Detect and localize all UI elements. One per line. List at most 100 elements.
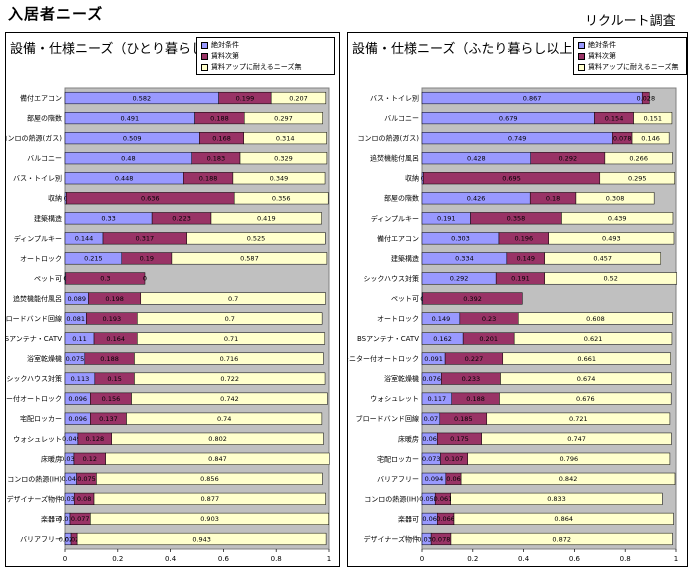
- legend-swatch: [201, 42, 208, 49]
- data-label: 0.308: [606, 195, 625, 203]
- data-label: 0.587: [240, 255, 259, 263]
- legend: 絶対条件 賃料次第 賃料アップに耐えるニーズ無: [573, 37, 687, 75]
- data-label: 0.356: [272, 195, 291, 203]
- data-label: 0.154: [605, 114, 624, 122]
- category-label: バス・トイレ別: [370, 94, 419, 103]
- data-label: 0.802: [208, 435, 227, 443]
- category-label: 浴室乾燥機: [384, 374, 419, 383]
- source-label: リクルート調査: [585, 14, 676, 29]
- category-label: 楽器可: [41, 514, 62, 523]
- x-tick-label: 0.2: [467, 555, 478, 563]
- category-label: TVモニター付オートロック: [6, 394, 62, 403]
- category-label: BSアンテナ・CATV: [6, 335, 62, 343]
- data-label: 0.856: [200, 475, 219, 483]
- chart-title: 設備・仕様ニーズ（ひとり暮らし）: [10, 42, 217, 57]
- category-label: コンロの熱源(IH): [7, 474, 62, 483]
- x-tick-label: 0: [420, 555, 424, 563]
- category-label: 収納: [48, 194, 62, 203]
- legend-label: 賃料アップに耐えるニーズ無: [588, 63, 679, 71]
- bar-segment: [243, 132, 327, 145]
- legend-label: 賃料次第: [588, 52, 616, 60]
- data-label: 0.722: [220, 375, 239, 383]
- category-label: デザイナーズ物件: [6, 494, 62, 503]
- bar-segment: [544, 272, 678, 285]
- data-label: 0.676: [576, 395, 595, 403]
- category-label: 床暖房: [41, 454, 62, 463]
- category-label: ペット可: [391, 295, 419, 303]
- data-label: 0.943: [192, 535, 211, 543]
- bar-segment: [453, 512, 674, 525]
- data-label: 0.903: [200, 515, 219, 523]
- data-label: 0.073: [422, 455, 441, 463]
- data-label: 0.18: [546, 195, 560, 203]
- data-label: 0.266: [629, 154, 648, 162]
- category-label: TVモニター付オートロック: [348, 354, 419, 363]
- category-label: ブロードバンド回線: [6, 314, 62, 323]
- bar-segment: [575, 192, 655, 205]
- category-label: バス・トイレ別: [13, 174, 62, 183]
- data-label: 0.71: [224, 335, 238, 343]
- x-tick-label: 0.6: [569, 555, 581, 563]
- data-label: 0.439: [608, 215, 627, 223]
- category-label: 浴室乾燥機: [27, 354, 62, 363]
- bar-segment: [76, 532, 327, 546]
- data-label: 0.19: [140, 255, 154, 263]
- bar-segment: [513, 332, 673, 345]
- legend-swatch: [578, 42, 585, 49]
- data-label: 0.329: [274, 154, 293, 162]
- data-label: 0.199: [236, 94, 255, 102]
- data-label: 0.117: [428, 395, 447, 403]
- legend-swatch: [201, 64, 208, 71]
- data-label: 0.721: [569, 415, 588, 423]
- data-label: 0.747: [567, 435, 586, 443]
- data-label: 0.081: [66, 315, 85, 323]
- data-label: 0.864: [554, 515, 573, 523]
- data-label: 0.066: [436, 515, 455, 523]
- data-label: 0.292: [558, 154, 577, 162]
- data-label: 0.223: [172, 215, 191, 223]
- bar-segment: [65, 272, 146, 285]
- data-label: 0.33: [101, 215, 115, 223]
- data-label: 0.215: [84, 255, 103, 263]
- bar-segment: [126, 412, 323, 425]
- x-tick-label: 1: [674, 555, 678, 563]
- data-label: 0.314: [276, 134, 295, 142]
- data-label: 0.08: [77, 495, 91, 503]
- chart-title: 設備・仕様ニーズ（ふたり暮らし以上）: [352, 42, 586, 57]
- data-label: 0.089: [67, 295, 86, 303]
- data-label: 0.334: [455, 255, 474, 263]
- category-label: 追焚機能付風呂: [13, 294, 62, 303]
- bar-chart-couple: バス・トイレ別 0.867 0.028 バルコニー 0.679 0.154 0.151 コンロ…: [348, 87, 678, 563]
- data-label: 0.233: [462, 375, 481, 383]
- data-label: 0.185: [454, 415, 473, 423]
- x-tick-label: 0.8: [271, 555, 282, 563]
- bar-segment: [93, 492, 326, 505]
- bar-segment: [633, 112, 673, 125]
- data-label: 0.06: [446, 475, 460, 483]
- category-label: ウォシュレット: [370, 395, 419, 403]
- data-label: 0.113: [71, 375, 90, 383]
- data-label: 0.162: [433, 335, 452, 343]
- data-label: 0.227: [465, 355, 484, 363]
- data-label: 0.168: [212, 134, 231, 142]
- data-label: 0.091: [424, 355, 443, 363]
- data-label: 0.019: [58, 515, 77, 523]
- data-label: 0.034: [60, 455, 79, 463]
- category-label: 建築構造: [34, 214, 62, 223]
- data-label: 0.491: [121, 114, 140, 122]
- data-label: 0.582: [133, 94, 152, 102]
- data-label: 0.094: [425, 475, 444, 483]
- page-title: 入居者ニーズ: [8, 5, 104, 23]
- bar-segment: [90, 512, 329, 525]
- data-label: 0.796: [560, 455, 579, 463]
- data-label: 0.188: [466, 395, 485, 403]
- legend-item-absolute: 絶対条件: [578, 40, 682, 51]
- bar-segment: [548, 232, 675, 245]
- bar-segment: [467, 452, 671, 465]
- bar-segment: [518, 312, 673, 325]
- data-label: 0.428: [467, 154, 486, 162]
- data-label: 0.295: [628, 174, 647, 182]
- data-label: 0.52: [603, 275, 617, 283]
- data-label: 0.297: [274, 114, 293, 122]
- data-label: 0.061: [434, 495, 453, 503]
